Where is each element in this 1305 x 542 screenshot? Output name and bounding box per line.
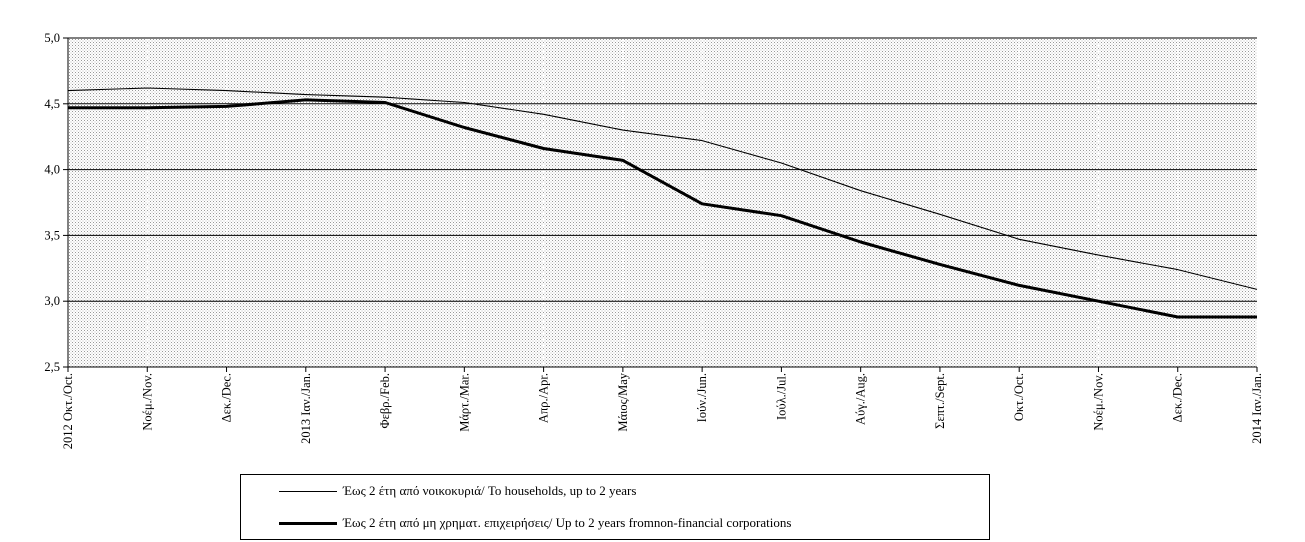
- series-line-households: [67, 87, 1258, 290]
- legend-label-households: Έως 2 έτη από νοικοκυριά/ To households,…: [343, 483, 637, 498]
- legend: Έως 2 έτη από νοικοκυριά/ To households,…: [240, 474, 990, 540]
- tick-labels: 2,5 3,0 3,5 4,0 4,5 5,0 2012 Οκτ./Oct. Νοέμ./No…: [44, 31, 1264, 449]
- axes: [63, 37, 1258, 372]
- x-tick-label: Δεκ./Dec.: [1171, 373, 1185, 422]
- x-tick-label: 2014 Ιαν./Jan.: [1250, 373, 1264, 444]
- series-lines: [67, 87, 1258, 319]
- legend-swatch-corporations: [279, 521, 337, 525]
- x-tick-label: Νοέμ./Nov.: [1091, 373, 1105, 431]
- legend-item-households: Έως 2 έτη από νοικοκυριά/ To households,…: [279, 481, 636, 501]
- y-tick-label: 4,5: [44, 97, 60, 111]
- x-tick-label: Οκτ./Oct.: [1012, 373, 1026, 421]
- x-tick-label: Φεβρ./Feb.: [378, 373, 392, 428]
- x-tick-label: Ιούν./Jun.: [695, 373, 709, 422]
- y-tick-label: 3,5: [44, 228, 60, 242]
- y-tick-label: 3,0: [44, 294, 60, 308]
- x-tick-label: Δεκ./Dec.: [220, 373, 234, 422]
- x-tick-label: Νοέμ./Nov.: [140, 373, 154, 431]
- y-tick-label: 5,0: [44, 31, 60, 45]
- y-tick-label: 4,0: [44, 163, 60, 177]
- x-tick-label: Μάιος/May: [616, 372, 630, 431]
- series-line-corporations: [68, 98, 1257, 319]
- y-tick-label: 2,5: [44, 360, 60, 374]
- x-tick-label: 2012 Οκτ./Oct.: [61, 373, 75, 449]
- line-chart: 2,5 3,0 3,5 4,0 4,5 5,0 2012 Οκτ./Oct. Νοέμ./No…: [44, 31, 1264, 449]
- legend-label-corporations: Έως 2 έτη από μη χρηματ. επιχειρήσεις/ U…: [343, 515, 792, 530]
- x-tick-label: Αύγ./Aug.: [854, 373, 868, 425]
- legend-swatch-households: [279, 490, 337, 492]
- x-tick-label: 2013 Ιαν./Jan.: [299, 373, 313, 444]
- x-tick-label: Μάρτ./Mar.: [457, 373, 471, 432]
- legend-item-corporations: Έως 2 έτη από μη χρηματ. επιχειρήσεις/ U…: [279, 513, 791, 533]
- x-tick-label: Ιούλ./Jul.: [774, 373, 788, 420]
- x-tick-label: Απρ./Apr.: [537, 373, 551, 423]
- x-tick-label: Σεπτ./Sept.: [933, 373, 947, 429]
- plot-area: [68, 38, 1257, 367]
